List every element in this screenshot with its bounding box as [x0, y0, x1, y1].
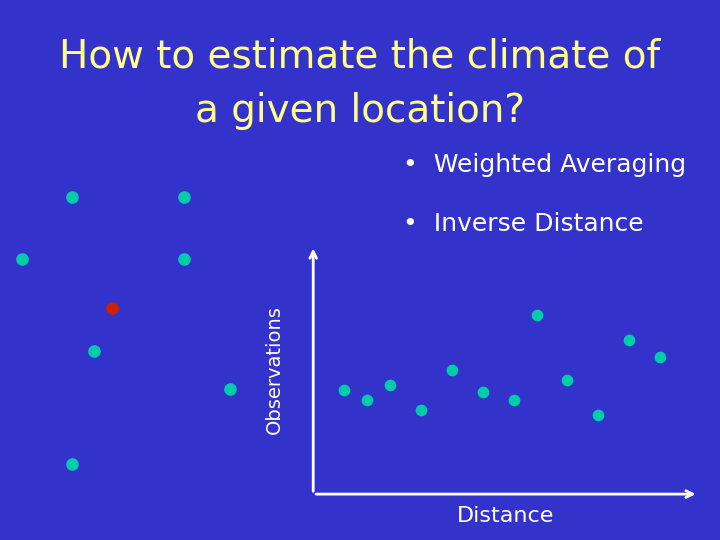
Point [16, 255, 27, 264]
Point [178, 193, 189, 201]
Point [66, 460, 78, 469]
Text: Observations: Observations [265, 306, 284, 434]
Point [531, 311, 542, 320]
Point [66, 193, 78, 201]
Point [593, 410, 604, 419]
Point [361, 395, 373, 404]
Point [477, 388, 488, 396]
Point [508, 395, 519, 404]
Point [178, 255, 189, 264]
Text: a given location?: a given location? [195, 92, 525, 130]
Text: Distance: Distance [457, 507, 554, 526]
Point [88, 347, 99, 355]
Point [446, 366, 458, 374]
Point [338, 386, 350, 394]
Point [624, 336, 635, 345]
Text: •  Inverse Distance: • Inverse Distance [403, 212, 644, 236]
Point [654, 353, 665, 362]
Point [562, 375, 573, 384]
Point [384, 381, 396, 389]
Text: •  Weighted Averaging: • Weighted Averaging [403, 153, 686, 177]
Point [106, 303, 117, 312]
Point [415, 406, 427, 414]
Text: How to estimate the climate of: How to estimate the climate of [59, 38, 661, 76]
Point [225, 384, 236, 393]
